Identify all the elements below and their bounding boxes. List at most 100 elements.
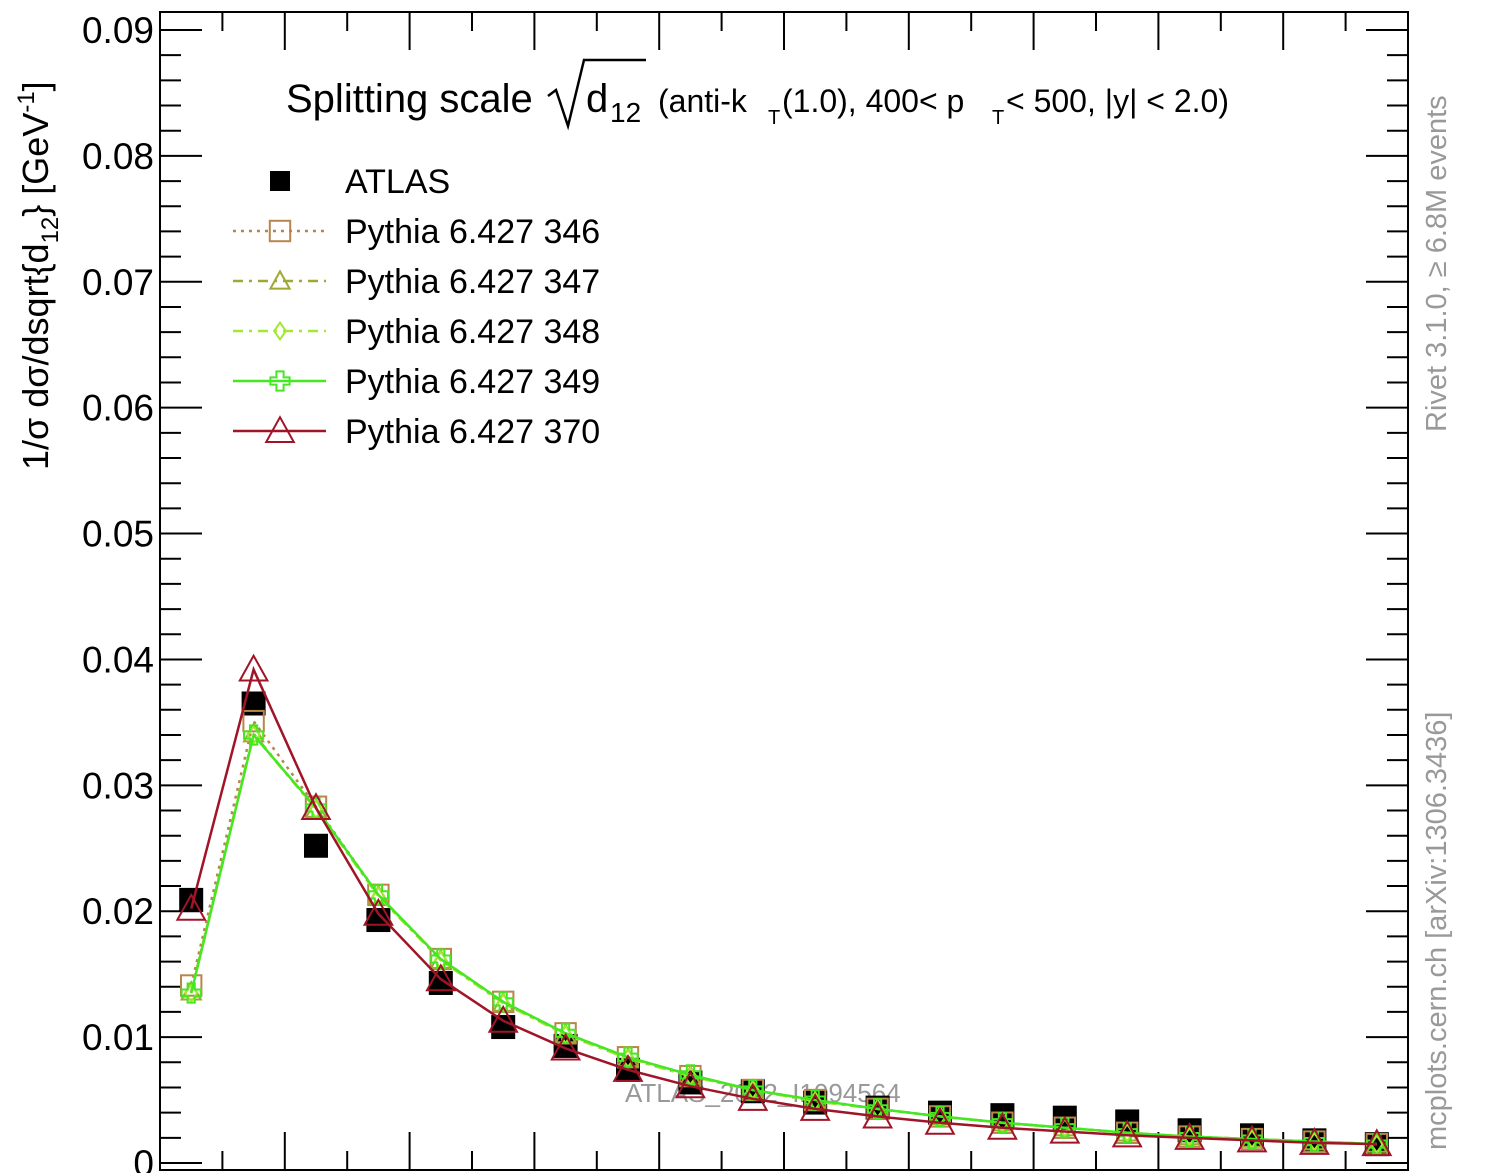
data-point bbox=[268, 269, 292, 290]
data-point bbox=[799, 1093, 831, 1121]
data-point bbox=[305, 797, 327, 819]
legend-label: Pythia 6.427 370 bbox=[345, 413, 600, 451]
data-point bbox=[430, 948, 452, 970]
y-tick-label: 0.06 bbox=[82, 388, 154, 429]
sqrt-symbol-icon bbox=[547, 58, 646, 131]
data-point bbox=[428, 970, 453, 995]
y-tick-label: 0.02 bbox=[82, 891, 154, 932]
title-rest-1-sub: T bbox=[768, 107, 780, 129]
data-point bbox=[180, 974, 203, 997]
legend-label: Pythia 6.427 347 bbox=[345, 263, 600, 301]
data-point bbox=[1236, 1124, 1268, 1153]
data-point bbox=[1111, 1119, 1143, 1148]
legend-label: ATLAS bbox=[345, 163, 450, 201]
svg-text:< 500, |y| < 2.0): < 500, |y| < 2.0) bbox=[1006, 83, 1229, 119]
legend-label: Pythia 6.427 346 bbox=[345, 213, 600, 251]
data-point bbox=[243, 724, 265, 746]
ylabel-sub: 12 bbox=[37, 217, 64, 244]
data-point bbox=[737, 1082, 769, 1111]
legend-entry: Pythia 6.427 347 bbox=[233, 263, 600, 301]
svg-text:T: T bbox=[992, 107, 1004, 129]
data-point bbox=[238, 653, 270, 682]
data-point bbox=[1303, 1131, 1325, 1153]
data-point bbox=[269, 370, 291, 392]
ylabel-main: 1/σ dσ/dsqrt{d bbox=[15, 243, 56, 470]
data-point bbox=[300, 792, 332, 821]
title-rest-2-sub: T bbox=[992, 107, 1004, 129]
x-axis-ticks bbox=[159, 12, 1409, 1170]
data-point bbox=[986, 1111, 1018, 1140]
data-point bbox=[679, 1064, 701, 1086]
svg-text:d: d bbox=[586, 77, 608, 121]
side-annotation-bottom: mcplots.cern.ch [arXiv:1306.3436] bbox=[1421, 712, 1453, 1150]
legend-entry: ATLAS bbox=[270, 163, 450, 201]
side-annotation-top: Rivet 3.1.0, ≥ 6.8M events bbox=[1421, 95, 1453, 432]
data-point bbox=[362, 897, 394, 926]
title-rest-3: < 500, |y| < 2.0) bbox=[1006, 83, 1229, 119]
data-point bbox=[1179, 1125, 1201, 1148]
svg-text:12: 12 bbox=[610, 97, 641, 128]
y-tick-label: 0 bbox=[133, 1143, 154, 1173]
legend-label: Pythia 6.427 348 bbox=[345, 313, 600, 351]
data-point bbox=[242, 709, 265, 733]
data-point bbox=[1174, 1121, 1206, 1150]
y-tick-label: 0.01 bbox=[82, 1017, 154, 1058]
data-point bbox=[425, 963, 457, 992]
title-rest-1: (anti-k bbox=[658, 83, 748, 119]
ylabel-sup: -1 bbox=[13, 91, 40, 112]
title-rest-2: (1.0), 400< p bbox=[782, 83, 964, 119]
data-point bbox=[264, 415, 296, 444]
data-point bbox=[268, 219, 292, 243]
legend-entry: Pythia 6.427 349 bbox=[233, 363, 600, 401]
series-5 bbox=[175, 653, 1393, 1157]
data-point bbox=[491, 1015, 516, 1040]
title-sym: d bbox=[586, 77, 608, 121]
data-point bbox=[862, 1100, 894, 1129]
legend-entry: Pythia 6.427 348 bbox=[233, 313, 600, 351]
series-line bbox=[189, 665, 1377, 1146]
legend-label: Pythia 6.427 349 bbox=[345, 363, 600, 401]
y-tick-label: 0.03 bbox=[82, 765, 154, 806]
y-tick-label: 0.04 bbox=[82, 639, 154, 680]
series-4 bbox=[180, 724, 1388, 1155]
y-axis-label: 1/σ dσ/dsqrt{d12} [GeV-1] bbox=[13, 81, 64, 470]
data-point bbox=[1241, 1128, 1263, 1150]
data-point bbox=[1049, 1115, 1081, 1144]
svg-text:(1.0), 400< p: (1.0), 400< p bbox=[782, 83, 964, 119]
data-point bbox=[617, 1046, 639, 1068]
chart-title: Splitting scale d 12 (anti-k T (1.0), 40… bbox=[286, 58, 1229, 131]
data-point bbox=[487, 1004, 519, 1033]
svg-text:1/σ dσ/dsqrt{d12} [GeV-1]: 1/σ dσ/dsqrt{d12} [GeV-1] bbox=[13, 81, 64, 470]
title-main: Splitting scale bbox=[286, 77, 533, 121]
y-tick-label: 0.09 bbox=[82, 10, 154, 51]
data-point bbox=[612, 1053, 644, 1082]
y-tick-label: 0.05 bbox=[82, 514, 154, 555]
y-tick-label: 0.08 bbox=[82, 136, 154, 177]
data-point bbox=[270, 171, 290, 191]
legend-entry: Pythia 6.427 346 bbox=[233, 213, 600, 251]
y-axis-ticks bbox=[160, 29, 1408, 1164]
legend-entry: Pythia 6.427 370 bbox=[233, 413, 600, 451]
svg-text:T: T bbox=[768, 107, 780, 129]
svg-text:(anti-k: (anti-k bbox=[658, 83, 748, 119]
title-sym-sub: 12 bbox=[610, 97, 641, 128]
legend: ATLAS Pythia 6.427 346 Pythia 6.427 347 Pyt… bbox=[233, 163, 600, 451]
data-point bbox=[1366, 1133, 1388, 1155]
data-point bbox=[1361, 1128, 1393, 1157]
data-point bbox=[929, 1105, 951, 1128]
ylabel-end: ] bbox=[15, 81, 56, 91]
data-point bbox=[272, 320, 288, 342]
data-point bbox=[180, 982, 202, 1004]
y-tick-label: 0.07 bbox=[82, 262, 154, 303]
data-point bbox=[1298, 1127, 1330, 1155]
data-point bbox=[550, 1032, 582, 1061]
data-point bbox=[674, 1070, 706, 1099]
y-axis-tick-labels: 0 0.01 0.02 0.03 0.04 0.05 0.06 0.07 0.08 0.09 bbox=[82, 10, 154, 1173]
series-layer bbox=[175, 653, 1393, 1157]
data-point bbox=[304, 833, 328, 858]
data-point bbox=[175, 892, 207, 921]
ylabel-close: } [GeV bbox=[15, 113, 56, 217]
data-point bbox=[867, 1098, 889, 1120]
svg-text:Splitting scale: Splitting scale bbox=[286, 77, 533, 121]
